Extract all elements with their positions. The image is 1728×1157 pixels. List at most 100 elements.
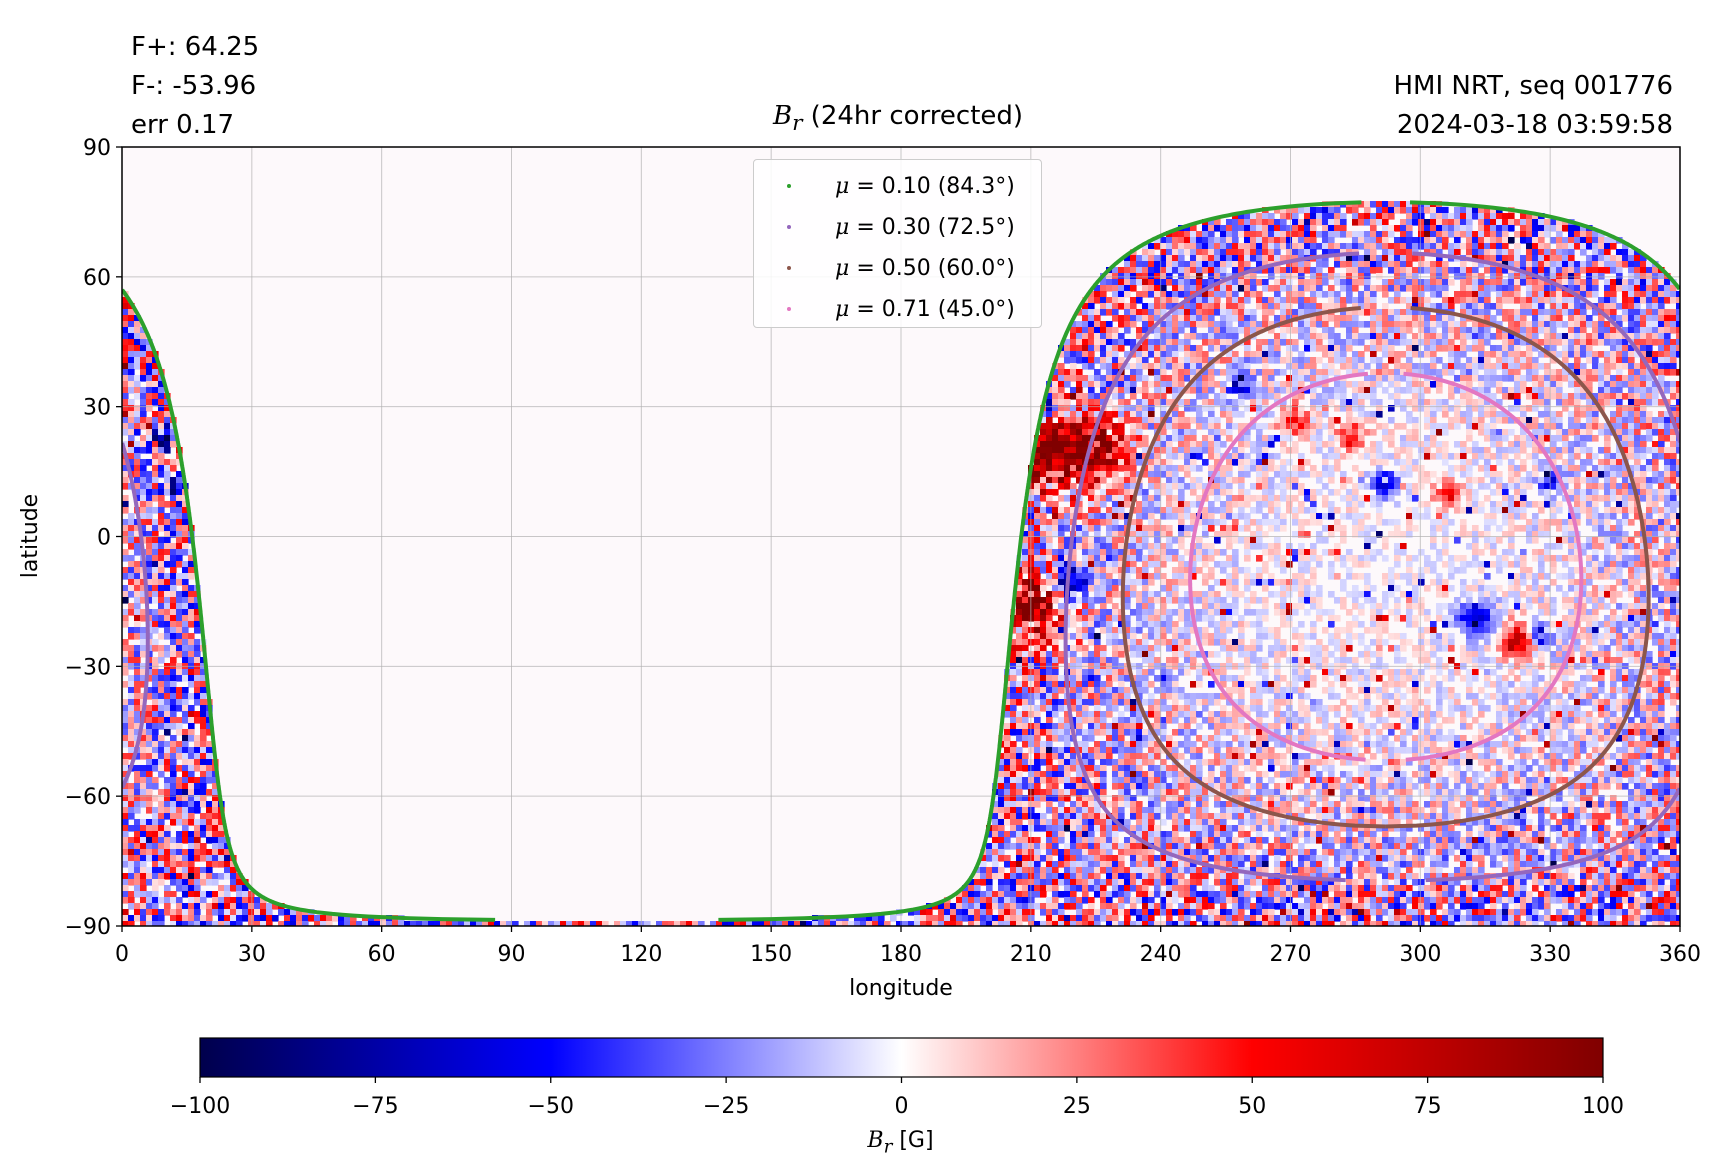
field-cell [152, 489, 159, 496]
field-cell [1088, 417, 1095, 424]
field-cell [1136, 255, 1143, 262]
field-cell [1202, 459, 1209, 466]
field-cell [1622, 471, 1629, 478]
field-cell [1400, 549, 1407, 556]
field-cell [1220, 393, 1227, 400]
field-cell [1292, 267, 1299, 274]
field-cell [1490, 249, 1497, 256]
field-cell [1286, 429, 1293, 436]
field-cell [1376, 339, 1383, 346]
field-cell [1280, 411, 1287, 418]
field-cell [1514, 501, 1521, 508]
field-cell [1424, 513, 1431, 520]
field-cell [1574, 333, 1581, 340]
field-cell [1286, 279, 1293, 286]
field-cell [1082, 537, 1089, 544]
field-cell [1334, 429, 1341, 436]
field-cell [1490, 405, 1497, 412]
field-cell [1562, 237, 1569, 244]
field-cell [1142, 495, 1149, 502]
field-cell [1226, 261, 1233, 268]
field-cell [1502, 513, 1509, 520]
field-cell [1604, 465, 1611, 472]
field-cell [1376, 237, 1383, 244]
field-cell [1532, 243, 1539, 250]
field-cell [1436, 231, 1443, 238]
field-cell [1184, 345, 1191, 352]
field-cell [1400, 435, 1407, 442]
field-cell [1430, 363, 1437, 370]
field-cell [1556, 369, 1563, 376]
field-cell [1334, 231, 1341, 238]
field-cell [1280, 447, 1287, 454]
field-cell [1082, 363, 1089, 370]
field-cell [1280, 429, 1287, 436]
field-cell [1172, 483, 1179, 490]
field-cell [1238, 501, 1245, 508]
field-cell [1538, 363, 1545, 370]
field-cell [1286, 507, 1293, 514]
field-cell [1196, 321, 1203, 328]
field-cell [1148, 549, 1155, 556]
field-cell [1586, 285, 1593, 292]
field-cell [1106, 531, 1113, 538]
field-cell [146, 483, 153, 490]
field-cell [1604, 501, 1611, 508]
field-cell [1358, 303, 1365, 310]
field-cell [1670, 411, 1677, 418]
field-cell [1628, 327, 1635, 334]
field-cell [170, 435, 177, 442]
field-cell [1310, 207, 1317, 214]
field-cell [1082, 477, 1089, 484]
field-cell [1454, 207, 1461, 214]
field-cell [1358, 231, 1365, 238]
field-cell [1466, 459, 1473, 466]
field-cell [1286, 363, 1293, 370]
field-cell [1664, 477, 1671, 484]
field-cell [1604, 441, 1611, 448]
field-cell [1610, 513, 1617, 520]
field-cell [1562, 519, 1569, 526]
field-cell [1340, 255, 1347, 262]
field-cell [1466, 207, 1473, 214]
field-cell [1532, 429, 1539, 436]
field-cell [1220, 381, 1227, 388]
field-cell [1532, 537, 1539, 544]
field-cell [1304, 249, 1311, 256]
field-cell [1430, 417, 1437, 424]
field-cell [1526, 249, 1533, 256]
field-cell [1280, 423, 1287, 430]
field-cell [1622, 513, 1629, 520]
field-cell [1346, 297, 1353, 304]
field-cell [1226, 453, 1233, 460]
field-cell [1208, 291, 1215, 298]
field-cell [1514, 339, 1521, 346]
field-cell [1406, 495, 1413, 502]
field-cell [1154, 471, 1161, 478]
field-cell [1358, 483, 1365, 490]
field-cell [1244, 285, 1251, 292]
field-cell [1256, 345, 1263, 352]
field-cell [1298, 351, 1305, 358]
field-cell [1142, 285, 1149, 292]
field-cell [1646, 387, 1653, 394]
field-cell [1076, 525, 1083, 532]
field-cell [1394, 279, 1401, 286]
field-cell [1082, 447, 1089, 454]
field-cell [1382, 543, 1389, 550]
field-cell [1580, 489, 1587, 496]
field-cell [1058, 363, 1065, 370]
field-cell [1460, 483, 1467, 490]
field-cell [1580, 393, 1587, 400]
field-cell [1166, 255, 1173, 262]
field-cell [1382, 255, 1389, 262]
field-cell [1448, 213, 1455, 220]
field-cell [1160, 429, 1167, 436]
field-cell [1136, 531, 1143, 538]
field-cell [1574, 363, 1581, 370]
field-cell [1238, 387, 1245, 394]
field-cell [1292, 207, 1299, 214]
field-cell [1058, 351, 1065, 358]
field-cell [1304, 339, 1311, 346]
field-cell [1364, 255, 1371, 262]
